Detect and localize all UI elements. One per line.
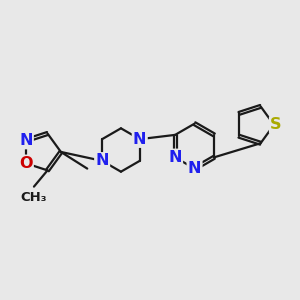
- Text: CH₃: CH₃: [21, 191, 47, 204]
- Text: N: N: [168, 150, 182, 165]
- Text: N: N: [133, 132, 146, 147]
- Text: N: N: [188, 161, 201, 176]
- Text: N: N: [95, 153, 109, 168]
- Text: S: S: [270, 117, 282, 132]
- Text: O: O: [19, 156, 33, 171]
- Text: N: N: [19, 133, 33, 148]
